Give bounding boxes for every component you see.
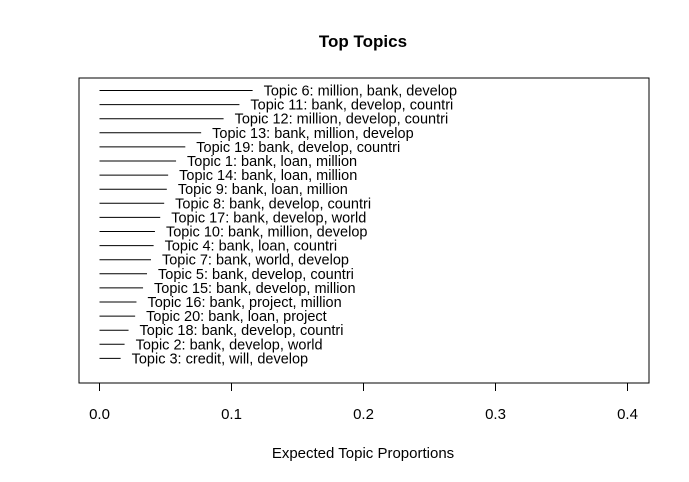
bar-label: Topic 20: bank, loan, project	[146, 309, 327, 325]
bar-label: Topic 9: bank, loan, million	[178, 182, 348, 198]
bar-label: Topic 14: bank, loan, million	[179, 168, 357, 184]
bar-label: Topic 16: bank, project, million	[147, 295, 341, 311]
bar-label: Topic 11: bank, develop, countri	[250, 98, 453, 114]
x-tick-label: 0.1	[221, 406, 242, 423]
bar-label: Topic 2: bank, develop, world	[136, 337, 323, 353]
x-axis: 0.0 0.1 0.2 0.3 0.4	[89, 382, 638, 423]
bar-label: Topic 4: bank, loan, countri	[165, 239, 338, 255]
bar-label: Topic 1: bank, loan, million	[187, 154, 357, 170]
bar-label: Topic 18: bank, develop, countri	[140, 323, 344, 339]
bar-label: Topic 7: bank, world, develop	[162, 253, 349, 269]
chart-title: Top Topics	[319, 32, 407, 51]
x-tick-label: 0.2	[353, 406, 374, 423]
bar-label: Topic 17: bank, develop, world	[171, 210, 366, 226]
bar-label: Topic 6: million, bank, develop	[264, 84, 457, 100]
x-tick-label: 0.0	[89, 406, 110, 423]
bar-label: Topic 8: bank, develop, countri	[175, 196, 371, 212]
bar-label: Topic 19: bank, develop, countri	[196, 140, 400, 156]
bar-label: Topic 3: credit, will, develop	[132, 351, 309, 367]
bar-label: Topic 10: bank, million, develop	[166, 225, 368, 241]
bar-label: Topic 5: bank, develop, countri	[158, 267, 354, 283]
bar-label: Topic 15: bank, develop, million	[154, 281, 356, 297]
x-tick-label: 0.3	[485, 406, 506, 423]
x-axis-label: Expected Topic Proportions	[272, 445, 454, 462]
x-tick-label: 0.4	[617, 406, 638, 423]
bars-group	[99, 90, 253, 359]
bar-label: Topic 12: million, develop, countri	[235, 112, 449, 128]
bar-label: Topic 13: bank, million, develop	[212, 126, 414, 142]
